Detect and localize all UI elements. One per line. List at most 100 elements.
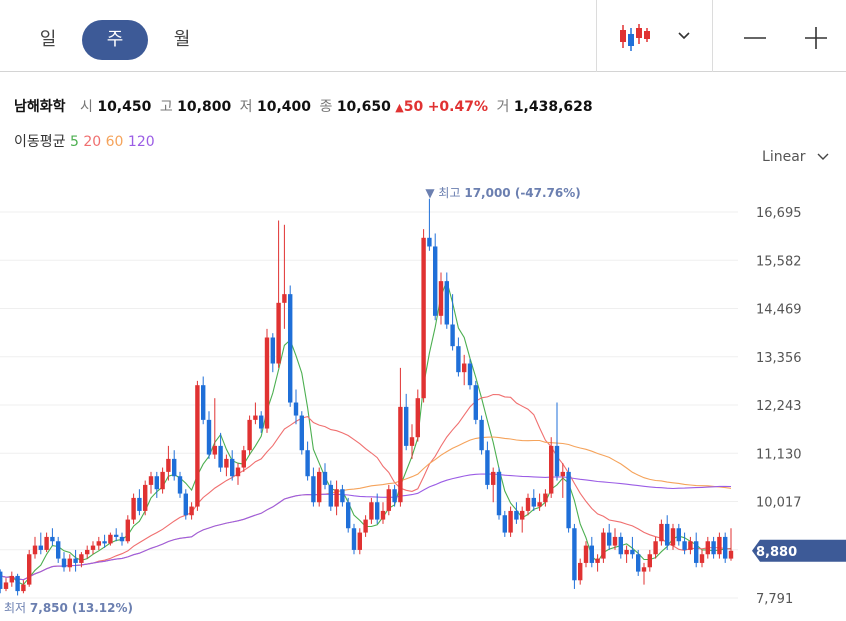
candle-body (549, 445, 554, 494)
candle-body (375, 502, 380, 520)
scale-dropdown[interactable]: Linear (762, 149, 830, 165)
y-tick-label: 12,243 (756, 399, 802, 414)
minus-icon[interactable] (743, 26, 767, 50)
max-marker-label: ▼ 최고 17,000 (-47.76%) (425, 186, 580, 200)
ma20-line (0, 393, 732, 581)
candle-body (496, 471, 502, 516)
candle-body (317, 471, 322, 503)
ma-20: 20 (83, 134, 102, 150)
change-value: 50 (403, 99, 424, 115)
chevron-down-icon[interactable] (676, 28, 692, 44)
candle-body (79, 554, 84, 563)
candle-body (90, 545, 96, 550)
ma5-line (0, 279, 732, 586)
candle-body (264, 337, 270, 429)
candle-body (247, 419, 252, 451)
candle-body (3, 582, 9, 589)
candle-body (508, 510, 513, 533)
candle-body (218, 445, 223, 468)
candle-body (67, 558, 72, 568)
candle-body (467, 363, 473, 386)
tab-month[interactable]: 월 (173, 29, 191, 50)
candle-body (531, 497, 536, 507)
candle-body (578, 562, 583, 581)
candle-body (433, 246, 438, 316)
candle-body (624, 549, 629, 555)
candle-body (299, 415, 304, 451)
high-value: 10,800 (177, 99, 232, 115)
scale-label: Linear (762, 149, 806, 165)
candle-body (705, 541, 710, 555)
candle-body (583, 545, 589, 563)
candle-body (676, 528, 681, 542)
candle-body (166, 458, 171, 472)
candle-body (241, 450, 246, 468)
candle-body (392, 489, 397, 503)
candle-body (340, 489, 345, 503)
tab-week[interactable]: 주 (82, 20, 148, 60)
candle-body (125, 519, 130, 542)
candle-body (694, 541, 699, 563)
candle-body (409, 437, 415, 446)
candle-body (322, 471, 328, 485)
y-tick-label: 10,017 (756, 496, 802, 511)
open-value: 10,450 (97, 99, 152, 115)
candle-body (438, 281, 444, 316)
candle-body (380, 510, 386, 520)
candle-body (543, 493, 548, 503)
min-marker-label: 최저 7,850 (13.12%) (4, 601, 133, 615)
quote-summary: 남해화학 시 10,450 고 10,800 저 10,400 종 10,650… (14, 96, 593, 116)
candle-body (485, 450, 490, 485)
close-label: 종 (319, 99, 333, 115)
candle-body (647, 554, 652, 568)
candle-body (56, 541, 61, 559)
open-label: 시 (79, 99, 93, 115)
candle-body (398, 406, 403, 503)
y-tick-label: 13,356 (756, 351, 802, 366)
candle-body (212, 445, 217, 455)
candlestick-icon[interactable] (618, 22, 652, 52)
current-price-badge (752, 539, 846, 562)
candle-body (421, 237, 426, 399)
candle-body (50, 536, 55, 542)
candle-body (102, 541, 107, 544)
candle-body (670, 528, 676, 546)
low-value: 10,400 (256, 99, 312, 115)
close-value: 10,650 (336, 99, 391, 115)
candle-body (160, 471, 165, 490)
tab-day[interactable]: 일 (39, 29, 57, 50)
candle-body (114, 534, 119, 537)
candle-body (491, 471, 496, 485)
candle-body (270, 337, 275, 364)
candle-body (73, 558, 78, 563)
ma-60: 60 (105, 134, 124, 150)
candle-body (415, 398, 420, 438)
volume-label: 거 (496, 99, 510, 115)
candle-body (143, 484, 148, 511)
candle-body (728, 550, 734, 559)
candle-body (659, 523, 664, 542)
candle-body (38, 545, 43, 550)
candle-body (554, 445, 560, 477)
candle-body (15, 575, 20, 592)
candle-body (566, 471, 571, 529)
candle-body (473, 385, 478, 420)
candle-body (711, 541, 716, 555)
candle-body (282, 294, 287, 303)
candle-body (61, 558, 67, 568)
candle-body (450, 324, 455, 347)
candle-body (595, 558, 600, 563)
ma-120: 120 (127, 134, 155, 150)
candle-body (85, 549, 90, 555)
candle-body (253, 415, 258, 420)
candle-body (514, 510, 519, 520)
ma-5: 5 (69, 134, 79, 150)
candle-body (357, 532, 362, 550)
candle-body (235, 467, 241, 477)
candle-body (137, 497, 142, 511)
candle-body (183, 493, 188, 516)
plus-icon[interactable] (804, 26, 828, 50)
candle-body (653, 541, 658, 555)
candle-body (201, 385, 206, 420)
